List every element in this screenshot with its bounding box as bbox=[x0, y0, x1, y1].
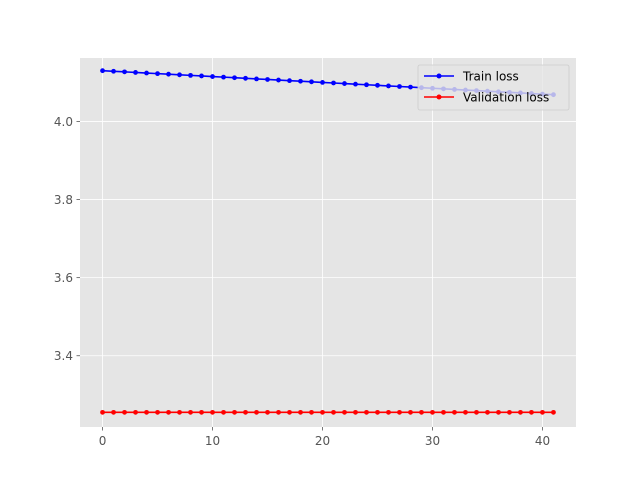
data-point-train bbox=[232, 75, 237, 81]
legend-box bbox=[417, 64, 570, 111]
data-point-train bbox=[243, 75, 248, 81]
x-tick-label: 10 bbox=[205, 434, 220, 448]
data-point-train bbox=[353, 81, 358, 87]
data-point-validation bbox=[287, 409, 292, 415]
data-point-train bbox=[199, 73, 204, 79]
data-point-train bbox=[298, 78, 303, 84]
data-point-train bbox=[320, 80, 325, 85]
data-point-validation bbox=[518, 409, 523, 415]
data-point-train bbox=[276, 77, 281, 83]
data-point-validation bbox=[210, 409, 215, 415]
data-point-train bbox=[177, 72, 182, 78]
data-point-validation bbox=[397, 409, 402, 415]
data-point-train bbox=[210, 74, 215, 79]
x-tick-label: 0 bbox=[99, 434, 107, 448]
data-point-validation bbox=[166, 409, 171, 415]
data-point-train bbox=[221, 74, 226, 80]
y-tick-label: 3.6 bbox=[54, 271, 73, 285]
data-point-train bbox=[397, 84, 402, 89]
data-point-train bbox=[144, 70, 149, 76]
y-tick-label: 3.4 bbox=[54, 349, 73, 363]
data-point-train bbox=[342, 81, 347, 86]
data-point-validation bbox=[265, 409, 270, 415]
data-point-validation bbox=[463, 409, 468, 415]
data-point-validation bbox=[441, 409, 446, 415]
legend-label-train: Train loss bbox=[462, 70, 519, 84]
data-point-train bbox=[364, 82, 369, 88]
grid-lines bbox=[80, 58, 576, 427]
data-point-validation bbox=[199, 409, 204, 415]
data-point-validation bbox=[122, 409, 127, 415]
data-point-validation bbox=[452, 409, 457, 415]
data-point-validation bbox=[254, 409, 259, 415]
data-point-train bbox=[254, 76, 259, 82]
data-point-validation bbox=[232, 409, 237, 415]
x-tick-label: 20 bbox=[315, 434, 330, 448]
data-point-train bbox=[408, 84, 413, 90]
data-point-train bbox=[265, 77, 270, 82]
data-point-validation bbox=[430, 409, 435, 415]
y-tick-label: 4.0 bbox=[54, 115, 73, 129]
data-point-train bbox=[111, 68, 116, 74]
data-point-validation bbox=[419, 409, 424, 415]
data-point-train bbox=[331, 80, 336, 86]
data-point-train bbox=[309, 79, 314, 85]
data-point-validation bbox=[309, 409, 314, 415]
y-tick-label: 3.8 bbox=[54, 193, 73, 207]
data-point-train bbox=[133, 70, 138, 75]
data-point-train bbox=[100, 68, 105, 74]
data-point-train bbox=[375, 82, 380, 88]
data-point-validation bbox=[100, 409, 105, 415]
legend-marker-train bbox=[436, 73, 442, 79]
data-point-validation bbox=[375, 409, 380, 415]
data-point-validation bbox=[408, 409, 413, 415]
data-point-validation bbox=[111, 409, 116, 415]
x-tick-label: 40 bbox=[535, 434, 550, 448]
legend-label-validation: Validation loss bbox=[463, 91, 549, 105]
data-point-train bbox=[155, 71, 160, 77]
data-point-validation bbox=[133, 409, 138, 415]
data-point-validation bbox=[298, 409, 303, 415]
data-point-train bbox=[166, 71, 171, 77]
data-point-validation bbox=[485, 409, 490, 415]
data-point-validation bbox=[364, 409, 369, 415]
data-point-train bbox=[188, 72, 193, 78]
data-point-validation bbox=[331, 409, 336, 415]
data-point-train bbox=[287, 78, 292, 84]
data-point-validation bbox=[155, 409, 160, 415]
plot-area bbox=[80, 58, 576, 427]
data-point-validation bbox=[221, 409, 226, 415]
data-point-validation bbox=[320, 409, 325, 415]
x-tick-label: 30 bbox=[425, 434, 440, 448]
legend: Train loss Validation loss bbox=[417, 64, 570, 111]
data-point-validation bbox=[386, 409, 391, 415]
data-point-validation bbox=[540, 409, 545, 415]
axis-ticks: 0 10 20 30 40 3.4 3.6 3.8 4.0 bbox=[54, 115, 550, 448]
data-point-validation bbox=[342, 409, 347, 415]
data-point-validation bbox=[551, 409, 556, 415]
data-point-train bbox=[386, 83, 391, 89]
data-point-validation bbox=[144, 409, 149, 415]
data-point-validation bbox=[529, 409, 534, 415]
data-point-validation bbox=[243, 409, 248, 415]
data-point-validation bbox=[496, 409, 501, 415]
data-point-validation bbox=[507, 409, 512, 415]
data-point-validation bbox=[276, 409, 281, 415]
data-point-validation bbox=[177, 409, 182, 415]
data-point-validation bbox=[188, 409, 193, 415]
data-point-train bbox=[122, 69, 127, 75]
data-point-validation bbox=[353, 409, 358, 415]
data-point-validation bbox=[474, 409, 479, 415]
legend-marker-validation bbox=[436, 94, 442, 100]
